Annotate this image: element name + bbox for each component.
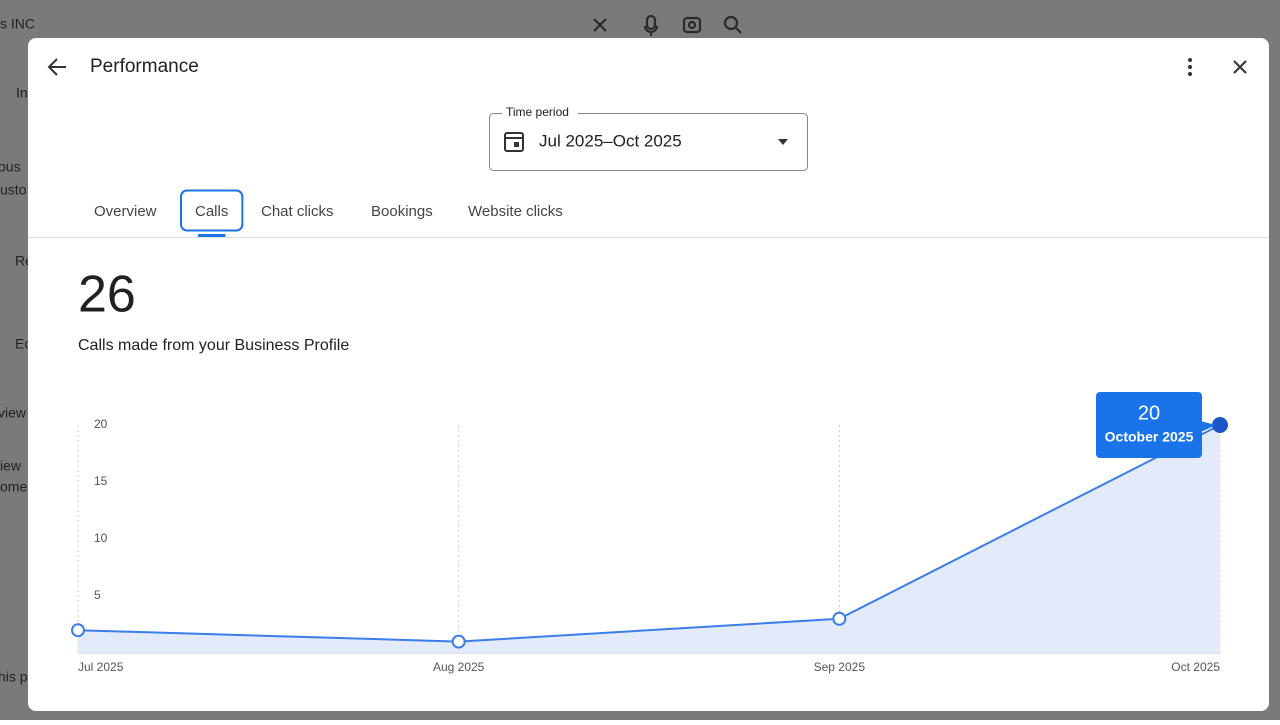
menu-button[interactable]: [1188, 58, 1192, 76]
tab[interactable]: Calls: [195, 203, 228, 220]
data-point[interactable]: [832, 611, 847, 626]
dialog: [28, 38, 1269, 711]
field-value: Jul 2025–Oct 2025: [539, 131, 682, 150]
time-period-select[interactable]: Time period Jul 2025–Oct 2025: [489, 105, 808, 171]
field-label: Time period: [506, 105, 569, 119]
tab-indicator: [197, 234, 226, 237]
y-tick-label: 15: [94, 474, 108, 488]
close-button[interactable]: [1233, 60, 1247, 74]
tab[interactable]: Website clicks: [468, 203, 563, 220]
data-point[interactable]: [451, 634, 466, 649]
y-tick-label: 5: [94, 588, 101, 602]
tooltip-value: 20: [1138, 402, 1160, 424]
line: [77, 424, 1221, 643]
chart: Jul 2025 Aug 2025 Sep 2025 Oct 2025 5 10 15 20 2…: [71, 392, 1228, 674]
dialog-title: Performance: [90, 56, 199, 77]
y-tick-label: 10: [94, 531, 108, 545]
tab-focus: [180, 189, 244, 232]
tab-bar: Overview Calls Chat clicks Bookings Website …: [94, 189, 563, 237]
bg-fragment: view: [0, 405, 27, 421]
bg-fragment: Ec: [15, 336, 31, 352]
x-tick-label: Oct 2025: [1171, 660, 1220, 674]
bg-fragment: iew: [0, 458, 22, 474]
area: [78, 425, 1220, 653]
search-text: s INC: [0, 16, 35, 32]
bg-fragment: ous: [0, 159, 21, 175]
x-tick-label: Sep 2025: [814, 660, 866, 674]
y-tick-label: 20: [94, 417, 108, 431]
description: Calls made from your Business Profile: [78, 337, 349, 354]
bg-fragment: his pr: [0, 669, 33, 685]
data-point[interactable]: [71, 623, 85, 638]
tab[interactable]: Bookings: [371, 203, 433, 220]
x-tick-label: Jul 2025: [78, 660, 124, 674]
tab[interactable]: Overview: [94, 203, 157, 220]
tab[interactable]: Chat clicks: [261, 203, 334, 220]
bg-fragment: ome: [0, 479, 27, 495]
x-tick-label: Aug 2025: [433, 660, 485, 674]
tooltip-label: October 2025: [1105, 429, 1194, 445]
tooltip: [1096, 392, 1202, 458]
search-icons: [593, 14, 742, 36]
total-count: 26: [78, 266, 136, 324]
bg-fragment: In: [16, 85, 28, 101]
bg-fragment: usto: [0, 182, 27, 198]
back-button[interactable]: [47, 58, 66, 76]
